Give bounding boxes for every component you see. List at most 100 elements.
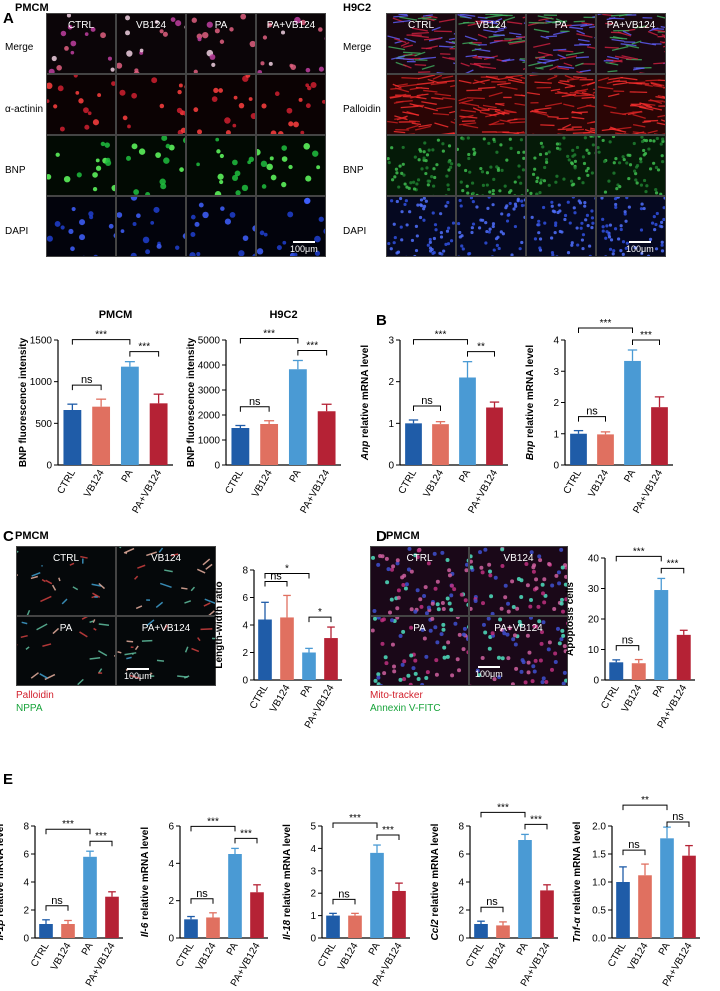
h9c2-tile	[386, 74, 456, 135]
significance-bracket	[413, 405, 441, 411]
row-label-bnp: BNP	[5, 165, 26, 176]
x-tick-label: CTRL	[464, 941, 487, 969]
x-tick-label: PA	[299, 683, 315, 700]
column-header-ctrl: CTRL	[407, 20, 435, 31]
h9c2-tile	[456, 74, 526, 135]
h9c2-tile	[596, 74, 666, 135]
y-tick-label: 4	[242, 621, 248, 632]
significance-bracket	[264, 572, 310, 579]
h9c2-grid-title: H9C2	[343, 2, 372, 14]
significance-label: ***	[349, 813, 361, 824]
row-label-dapi-h9c2: DAPI	[343, 226, 367, 237]
y-tick-label: 2	[388, 377, 394, 388]
y-tick-label: 8	[242, 566, 248, 577]
pmcm-tile	[256, 196, 326, 257]
h9c2-tile	[526, 74, 596, 135]
y-tick-label: 20	[588, 615, 600, 626]
x-tick-label: CTRL	[397, 468, 420, 496]
row-label-dapi: DAPI	[5, 226, 29, 237]
panel-c-title: PMCM	[15, 530, 49, 542]
significance-bracket	[190, 825, 236, 832]
h9c2-tile	[456, 135, 526, 196]
y-tick-label: 4	[553, 336, 559, 347]
significance-bracket	[264, 580, 288, 587]
x-tick-label: PA	[367, 941, 383, 958]
x-tick-label: PA	[225, 941, 241, 958]
y-tick-label: 0	[593, 676, 599, 687]
significance-bracket	[413, 339, 468, 345]
significance-label: ns	[249, 396, 261, 408]
significance-label: ***	[435, 330, 447, 341]
x-tick-label: CTRL	[223, 468, 246, 496]
y-tick-label: 3000	[198, 386, 221, 397]
x-tick-label: PA+VB124	[130, 468, 164, 516]
pmcm-tile	[186, 196, 256, 257]
y-axis-label: BNP fluorescence intensity	[186, 337, 197, 467]
bar-pa	[459, 377, 476, 465]
h9c2-tile: CTRL	[386, 13, 456, 74]
y-tick-label: 2	[310, 889, 316, 900]
y-tick-label: 2.0	[592, 822, 606, 833]
pmcm-grid-title: PMCM	[15, 2, 49, 14]
column-header-pa: PA	[554, 20, 568, 31]
x-tick-label: VB124	[587, 468, 612, 500]
significance-label: *	[318, 607, 322, 618]
y-tick-label: 2	[242, 648, 248, 659]
significance-bracket	[332, 822, 378, 829]
y-axis-label: Bnp relative mRNA level	[525, 345, 536, 460]
significance-label: *	[285, 563, 289, 574]
x-tick-label: CTRL	[248, 683, 271, 711]
x-tick-label: CTRL	[316, 941, 339, 969]
x-tick-label: PA	[288, 468, 304, 485]
bar-vb124	[638, 875, 652, 938]
y-tick-label: 4	[458, 878, 464, 889]
significance-label: ***	[306, 341, 318, 352]
y-tick-label: 1	[310, 911, 316, 922]
panel-c-legend-palloidin: Palloidin	[16, 690, 54, 701]
pmcm-tile: CTRL	[46, 13, 116, 74]
bar-pa	[624, 360, 641, 465]
bar-vb124	[631, 663, 646, 680]
quadrant-label: PA	[59, 623, 73, 634]
pmcm-tile	[46, 135, 116, 196]
y-axis-label: Length-width ratio	[214, 581, 225, 668]
significance-label: ***	[667, 558, 679, 569]
row-label-actinin: α-actinin	[5, 104, 44, 115]
x-tick-label: PA	[657, 941, 673, 958]
y-tick-label: 2000	[198, 411, 221, 422]
bar-ctrl	[258, 619, 272, 680]
y-axis-label: Anp relative mRNA level	[360, 345, 371, 461]
pmcm-tile	[116, 135, 186, 196]
significance-label: ns	[586, 406, 598, 418]
x-tick-label: CTRL	[174, 941, 197, 969]
scale-bar: 100μm	[626, 241, 654, 254]
pmcm-tile	[116, 74, 186, 135]
bar-pa	[228, 854, 242, 938]
y-tick-label: 40	[588, 554, 600, 565]
pmcm-tile	[186, 135, 256, 196]
y-tick-label: 0	[23, 934, 29, 945]
x-tick-label: VB124	[336, 941, 361, 973]
significance-bracket	[71, 339, 131, 345]
bar-pa-vb124	[676, 634, 691, 680]
panel-label-c: C	[3, 528, 14, 545]
y-tick-label: 2	[553, 398, 559, 409]
panel-d-legend-mito: Mito-tracker	[370, 690, 423, 701]
panel-d-quadrant: PA+VB124	[469, 616, 568, 686]
bar-vb124	[348, 915, 362, 938]
significance-label: ***	[62, 819, 74, 830]
significance-label: ***	[95, 330, 107, 341]
pmcm-tile	[116, 196, 186, 257]
h9c2-tile: PA	[526, 13, 596, 74]
significance-bracket	[615, 555, 662, 562]
significance-bracket	[71, 384, 102, 391]
bar-ctrl	[609, 662, 624, 680]
significance-bracket	[622, 804, 668, 811]
y-tick-label: 1	[388, 419, 394, 430]
significance-label: ns	[486, 896, 498, 908]
significance-label: ns	[338, 888, 350, 900]
bar-pa	[370, 852, 384, 938]
h9c2-tile	[386, 135, 456, 196]
